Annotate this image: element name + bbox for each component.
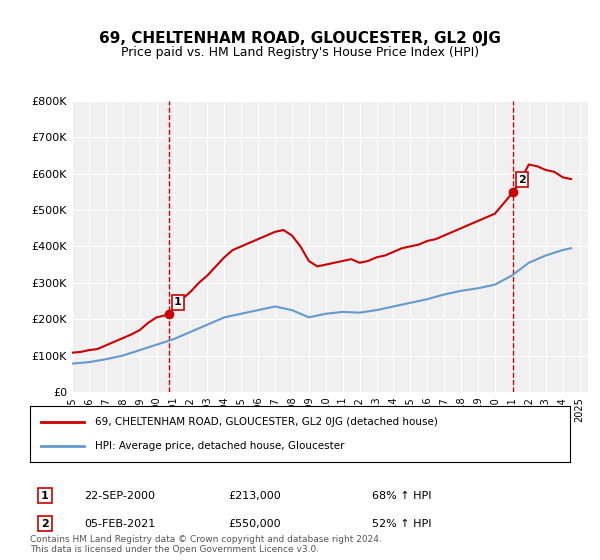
Text: 1: 1 — [174, 297, 182, 307]
Text: Price paid vs. HM Land Registry's House Price Index (HPI): Price paid vs. HM Land Registry's House … — [121, 46, 479, 59]
Text: 2: 2 — [41, 519, 49, 529]
Text: £213,000: £213,000 — [228, 491, 281, 501]
Text: 68% ↑ HPI: 68% ↑ HPI — [372, 491, 431, 501]
Text: 69, CHELTENHAM ROAD, GLOUCESTER, GL2 0JG (detached house): 69, CHELTENHAM ROAD, GLOUCESTER, GL2 0JG… — [95, 417, 437, 427]
Text: 05-FEB-2021: 05-FEB-2021 — [84, 519, 155, 529]
Text: HPI: Average price, detached house, Gloucester: HPI: Average price, detached house, Glou… — [95, 441, 344, 451]
Text: 1: 1 — [41, 491, 49, 501]
Text: £550,000: £550,000 — [228, 519, 281, 529]
Text: 2: 2 — [518, 175, 526, 185]
Text: 22-SEP-2000: 22-SEP-2000 — [84, 491, 155, 501]
Text: Contains HM Land Registry data © Crown copyright and database right 2024.
This d: Contains HM Land Registry data © Crown c… — [30, 535, 382, 554]
Text: 69, CHELTENHAM ROAD, GLOUCESTER, GL2 0JG: 69, CHELTENHAM ROAD, GLOUCESTER, GL2 0JG — [99, 31, 501, 46]
Text: 52% ↑ HPI: 52% ↑ HPI — [372, 519, 431, 529]
